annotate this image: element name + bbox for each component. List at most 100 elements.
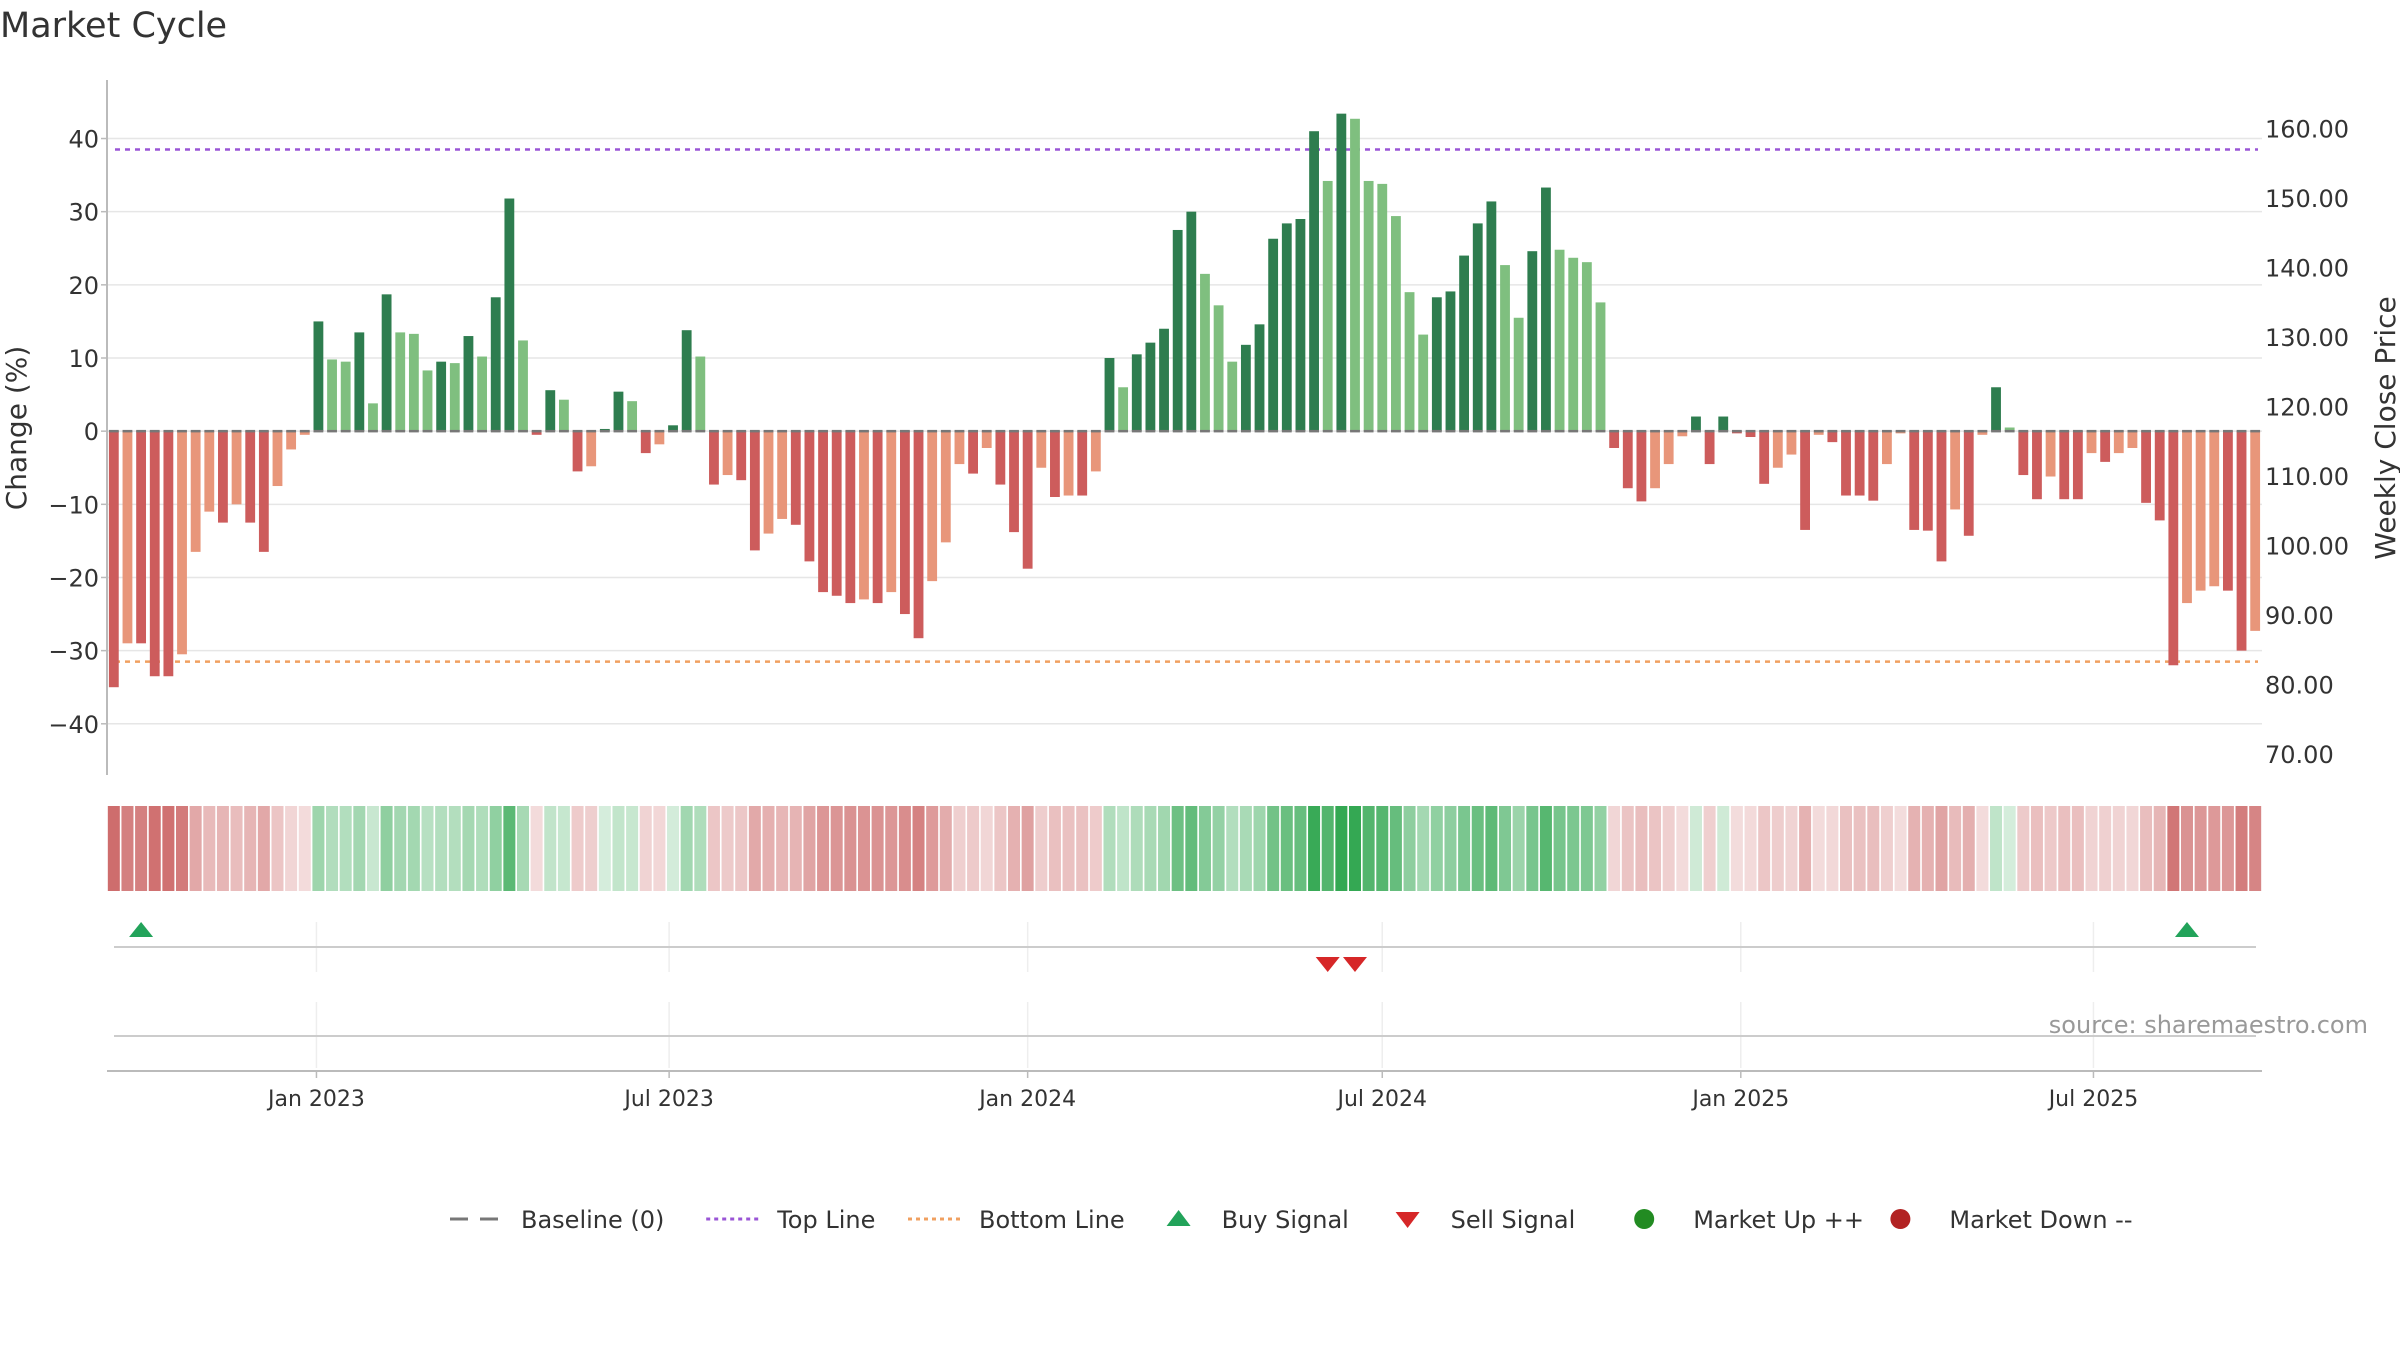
y-tick-label: −10 — [48, 491, 99, 519]
bar — [1609, 431, 1620, 448]
heat-cell — [257, 806, 270, 891]
bar — [736, 431, 747, 481]
bar — [954, 431, 965, 465]
heat-cell — [407, 806, 420, 891]
heat-cell — [2003, 806, 2016, 891]
bar — [1622, 431, 1633, 489]
x-tick-label: Jul 2025 — [2047, 1087, 2139, 1112]
heat-cell — [1158, 806, 1171, 891]
heat-cell — [1962, 806, 1975, 891]
heat-cell — [557, 806, 570, 891]
y-tick-label: −30 — [48, 638, 99, 666]
bar — [1800, 431, 1810, 530]
bar — [204, 431, 215, 512]
heat-cell — [1430, 806, 1443, 891]
bar — [1172, 229, 1183, 432]
heat-cell — [1185, 806, 1198, 891]
bar — [654, 431, 665, 445]
bar — [1963, 431, 1974, 536]
heat-cell — [721, 806, 734, 891]
heat-cell — [1389, 806, 1402, 891]
heat-cell — [2044, 806, 2057, 891]
x-tick-label: Jan 2024 — [977, 1087, 1076, 1112]
heat-cell — [1717, 806, 1730, 891]
bar — [1786, 431, 1797, 455]
heat-cell — [1649, 806, 1662, 891]
bar — [2059, 431, 2070, 500]
x-tick-label: Jul 2024 — [1336, 1087, 1428, 1112]
heat-cell — [994, 806, 1007, 891]
bar — [177, 431, 187, 655]
bar — [1404, 292, 1415, 432]
heat-cell — [1321, 806, 1334, 891]
heat-cell — [953, 806, 966, 891]
heat-cell — [1580, 806, 1593, 891]
bar — [1077, 431, 1088, 496]
bar — [258, 431, 269, 552]
bar — [1568, 257, 1579, 432]
bar — [1295, 219, 1306, 432]
x-tick-label: Jan 2023 — [266, 1087, 365, 1112]
heat-cell — [2140, 806, 2153, 891]
bar — [272, 431, 283, 487]
heat-cell — [2017, 806, 2030, 891]
heat-cell — [1485, 806, 1498, 891]
heat-cell — [1499, 806, 1512, 891]
heat-cell — [1267, 806, 1280, 891]
heat-cell — [885, 806, 898, 891]
bar — [1636, 431, 1647, 502]
bar — [1581, 262, 1592, 432]
legend-swatch-triangle-down — [1395, 1212, 1420, 1228]
bar — [1145, 342, 1156, 432]
heat-cell — [1103, 806, 1116, 891]
heat-cell — [1008, 806, 1021, 891]
heat-cell — [353, 806, 366, 891]
bar — [1500, 265, 1510, 432]
heat-cell — [2112, 806, 2125, 891]
bar — [245, 431, 256, 523]
heat-cell — [598, 806, 611, 891]
heat-cell — [1853, 806, 1866, 891]
bar — [681, 330, 692, 432]
heat-cell — [1894, 806, 1907, 891]
heat-cell — [476, 806, 489, 891]
bar — [940, 431, 951, 543]
heat-cell — [1799, 806, 1812, 891]
heat-cell — [1444, 806, 1457, 891]
bar — [1527, 251, 1538, 432]
bar — [1377, 183, 1388, 432]
bar — [1281, 223, 1292, 432]
heat-cell — [121, 806, 134, 891]
legend-label: Market Up ++ — [1693, 1206, 1864, 1234]
bar — [1050, 431, 1060, 497]
bar — [695, 356, 706, 432]
heat-cell — [1417, 806, 1430, 891]
bar — [1745, 431, 1756, 438]
heat-cell — [1458, 806, 1471, 891]
heat-cell — [312, 806, 325, 891]
legend-item: Market Up ++ — [1634, 1206, 1864, 1234]
bar — [872, 431, 883, 604]
heat-cell — [462, 806, 475, 891]
legend-label: Baseline (0) — [521, 1206, 664, 1234]
bar — [1159, 328, 1169, 432]
heat-cell — [2153, 806, 2166, 891]
heat-cell — [1608, 806, 1621, 891]
bar — [1595, 302, 1606, 432]
heat-cell — [339, 806, 352, 891]
heat-cell — [871, 806, 884, 891]
bar — [504, 198, 515, 432]
chart-title: Market Cycle — [0, 6, 227, 46]
bar — [108, 431, 119, 688]
bar — [436, 361, 447, 432]
heat-cell — [380, 806, 393, 891]
bar — [1036, 431, 1047, 468]
heat-cell — [830, 806, 843, 891]
heat-strip — [107, 806, 2262, 891]
y2-tick-label: 90.00 — [2265, 602, 2334, 630]
bar — [1868, 431, 1879, 501]
heat-cell — [394, 806, 407, 891]
bar — [2222, 431, 2233, 591]
legend-swatch-triangle-up — [1166, 1210, 1191, 1226]
